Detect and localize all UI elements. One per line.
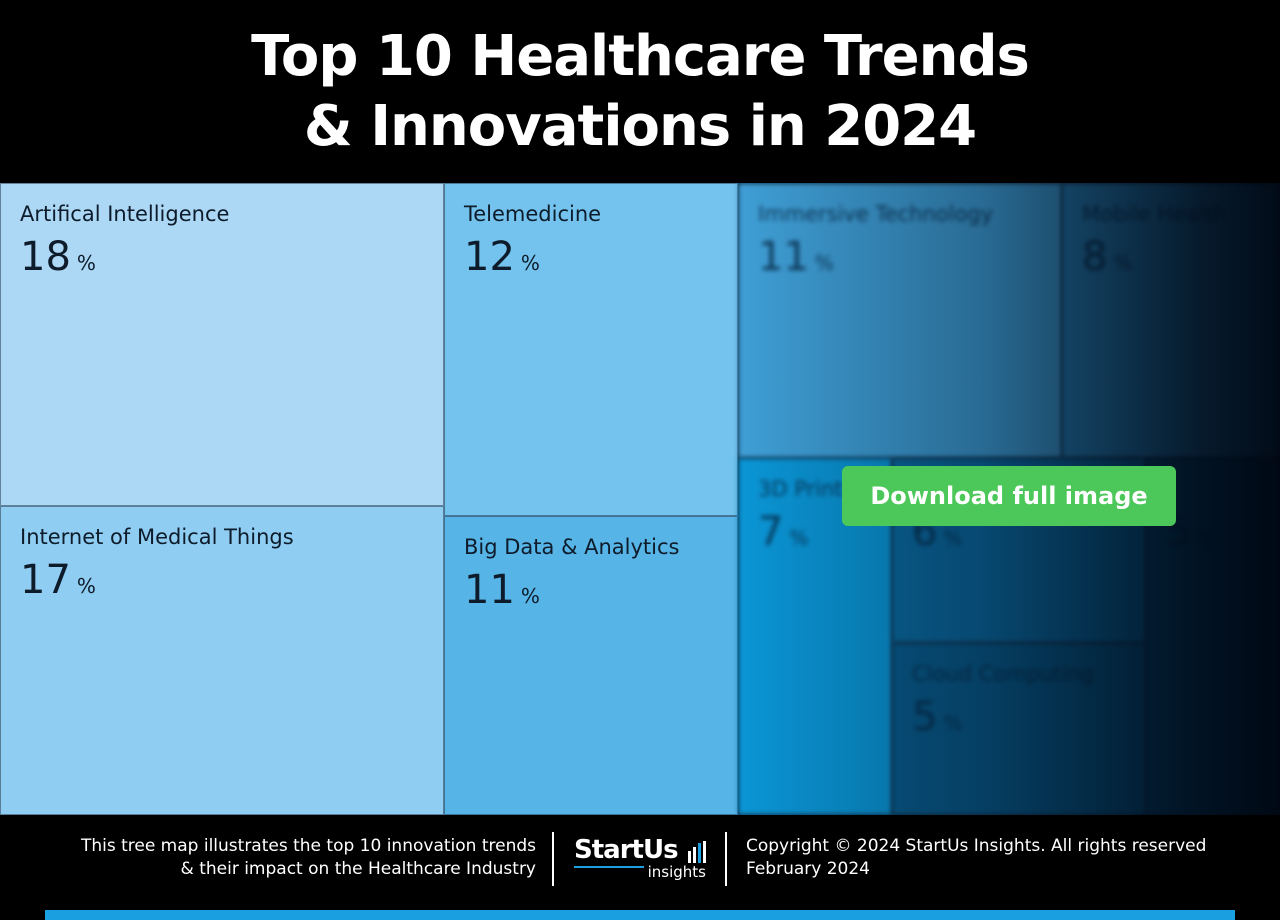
treemap-cell: Cloud Computing 5% — [892, 643, 1146, 815]
treemap-value-number: 8 — [1082, 234, 1108, 280]
treemap-value-unit: % — [943, 711, 963, 735]
treemap-cell-label: Big Data & Analytics — [464, 535, 680, 559]
footer-copyright: Copyright © 2024 StartUs Insights. All r… — [746, 835, 1266, 881]
treemap-value-number: 12 — [464, 234, 515, 280]
treemap-cell-label: Mobile Health — [1082, 202, 1227, 226]
treemap-cell-label: Internet of Medical Things — [20, 525, 294, 549]
logo-underline — [574, 866, 644, 868]
treemap-cell-value: 8% — [1082, 234, 1132, 280]
page-title-line-2: & Innovations in 2024 — [303, 93, 977, 159]
bottom-accent-bar — [45, 910, 1235, 920]
treemap-cell-value: 18% — [20, 234, 96, 280]
page-title-line-1: Top 10 Healthcare Trends — [251, 23, 1030, 89]
treemap-cell-label: Artifical Intelligence — [20, 202, 230, 226]
treemap-cell: Immersive Technology 11% — [738, 183, 1062, 458]
treemap-value-number: 11 — [464, 567, 515, 613]
treemap-value-unit: % — [814, 251, 834, 275]
download-button[interactable]: Download full image — [842, 466, 1176, 526]
treemap-value-number: 5 — [912, 694, 938, 740]
treemap-value-number: 17 — [20, 557, 71, 603]
treemap-cell-value: 11% — [464, 567, 540, 613]
treemap-value-number: 18 — [20, 234, 71, 280]
treemap-value-number: 7 — [758, 509, 784, 555]
treemap-cell: Artifical Intelligence 18% — [0, 183, 444, 506]
treemap-value-unit: % — [1197, 526, 1217, 550]
treemap-value-unit: % — [943, 526, 963, 550]
footer-description-line-1: This tree map illustrates the top 10 inn… — [80, 836, 536, 856]
bar-chart-icon — [688, 841, 706, 863]
logo-subtitle: insights — [647, 863, 706, 881]
treemap-cell-label: Cloud Computing — [912, 662, 1094, 686]
treemap-value-number: 11 — [758, 234, 809, 280]
startus-logo: StartUs insights — [574, 835, 708, 885]
treemap-cell-value: 5% — [912, 694, 962, 740]
treemap-cell-label: Telemedicine — [464, 202, 602, 226]
header: Top 10 Healthcare Trends & Innovations i… — [0, 0, 1280, 183]
treemap-cell-value: 12% — [464, 234, 540, 280]
treemap-cell: Big Data & Analytics 11% — [444, 516, 738, 815]
footer: This tree map illustrates the top 10 inn… — [0, 815, 1280, 910]
treemap-value-unit: % — [76, 251, 96, 275]
logo-wordmark: StartUs — [574, 835, 679, 865]
treemap-cell: Telemedicine 12% — [444, 183, 738, 516]
treemap-value-unit: % — [789, 526, 809, 550]
treemap-cell-value: 17% — [20, 557, 96, 603]
footer-divider-right — [725, 832, 727, 886]
footer-description-line-2: & their impact on the Healthcare Industr… — [180, 859, 536, 879]
footer-description: This tree map illustrates the top 10 inn… — [16, 835, 536, 881]
treemap-value-unit: % — [520, 584, 540, 608]
date-text: February 2024 — [746, 859, 870, 879]
treemap-value-unit: % — [520, 251, 540, 275]
treemap-value-unit: % — [1113, 251, 1133, 275]
treemap-cell-label: Immersive Technology — [758, 202, 994, 226]
treemap-chart: Artifical Intelligence 18% Internet of Med… — [0, 183, 1280, 815]
treemap-cell: Internet of Medical Things 17% — [0, 506, 444, 815]
footer-divider-left — [552, 832, 554, 886]
copyright-text: Copyright © 2024 StartUs Insights. All r… — [746, 836, 1207, 856]
treemap-cell-value: 11% — [758, 234, 834, 280]
treemap-value-unit: % — [76, 574, 96, 598]
treemap-cell: Mobile Health 8% — [1062, 183, 1280, 458]
treemap-cell-value: 7% — [758, 509, 808, 555]
